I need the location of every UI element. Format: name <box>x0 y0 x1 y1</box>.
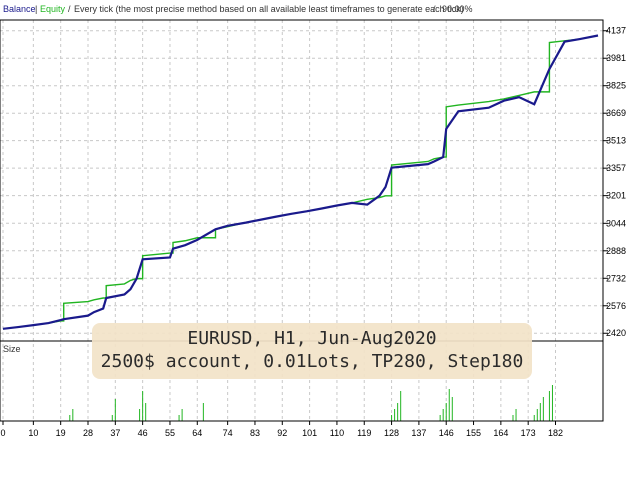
caption-line-2: 2500$ account, 0.01Lots, TP280, Step180 <box>100 351 524 372</box>
x-tick-label: 164 <box>493 428 508 438</box>
size-bars <box>69 385 553 421</box>
y-tick-label: 3044 <box>606 218 626 228</box>
y-axis: 4137 3981 3825 3669 3513 3357 3201 3044 2888 2732… <box>603 26 626 338</box>
model-quality: 90.00% <box>442 4 473 14</box>
balance-label: Balance <box>3 4 36 14</box>
x-tick-label: 128 <box>384 428 399 438</box>
x-tick-label: 55 <box>165 428 175 438</box>
equity-label: Equity <box>40 4 66 14</box>
y-tick-label: 2576 <box>606 301 626 311</box>
series-lines <box>2 34 599 330</box>
x-axis: 0 10 19 28 37 46 55 64 74 83 92 101 110 119 128 137 146 1… <box>0 421 563 438</box>
plot-frame <box>0 19 604 422</box>
main-plot-area <box>0 20 603 341</box>
y-tick-label: 3357 <box>606 163 626 173</box>
separator-2: / <box>68 4 71 14</box>
y-tick-label: 3201 <box>606 191 626 201</box>
size-panel-title: Size <box>3 344 21 354</box>
x-tick-label: 110 <box>330 428 344 438</box>
x-tick-label: 137 <box>411 428 426 438</box>
x-tick-label: 92 <box>277 428 287 438</box>
x-tick-label: 64 <box>192 428 202 438</box>
y-tick-label: 2888 <box>606 246 626 256</box>
x-tick-label: 119 <box>357 428 371 438</box>
model-description: Every tick (the most precise method base… <box>74 4 464 14</box>
caption-overlay: EURUSD, H1, Jun-Aug2020 2500$ account, 0… <box>92 323 532 379</box>
x-tick-label: 0 <box>0 428 5 438</box>
x-tick-label: 155 <box>466 428 481 438</box>
x-tick-label: 101 <box>302 428 317 438</box>
x-tick-label: 37 <box>110 428 120 438</box>
caption-line-1: EURUSD, H1, Jun-Aug2020 <box>187 328 437 349</box>
size-panel: Size <box>3 344 21 354</box>
chart-header: Balance | Equity / Every tick (the most … <box>3 4 473 14</box>
x-tick-label: 28 <box>83 428 93 438</box>
series-line-equity <box>2 34 599 330</box>
x-tick-label: 182 <box>548 428 563 438</box>
x-tick-label: 46 <box>138 428 148 438</box>
x-tick-label: 173 <box>521 428 536 438</box>
x-tick-label: 74 <box>223 428 233 438</box>
y-tick-label: 3825 <box>606 81 626 91</box>
x-tick-label: 19 <box>56 428 66 438</box>
y-tick-label: 3981 <box>606 53 626 63</box>
y-tick-label: 2732 <box>606 273 626 283</box>
y-tick-label: 2420 <box>606 328 626 338</box>
x-tick-label: 146 <box>439 428 454 438</box>
separator-1: | <box>35 4 37 14</box>
x-tick-label: 83 <box>250 428 260 438</box>
y-tick-label: 3669 <box>606 108 626 118</box>
y-tick-label: 4137 <box>606 26 626 36</box>
x-tick-label: 10 <box>28 428 38 438</box>
grid <box>0 20 603 421</box>
separator-3: / <box>433 4 436 14</box>
y-tick-label: 3513 <box>606 136 626 146</box>
